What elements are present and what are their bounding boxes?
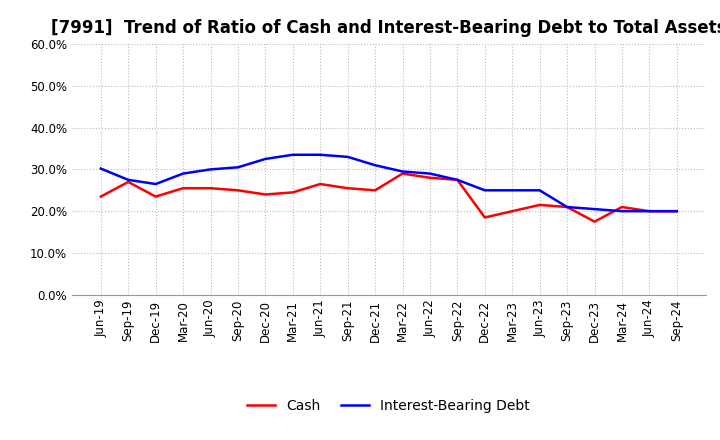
Interest-Bearing Debt [316,152,325,158]
Interest-Bearing Debt [179,171,187,176]
Interest-Bearing Debt [151,181,160,187]
Interest-Bearing Debt [426,171,434,176]
Cash [371,187,379,193]
Interest-Bearing Debt [233,165,242,170]
Cash [536,202,544,208]
Cash [206,186,215,191]
Cash [508,209,516,214]
Cash [179,186,187,191]
Line: Cash: Cash [101,173,677,222]
Interest-Bearing Debt [672,209,681,214]
Interest-Bearing Debt [371,162,379,168]
Line: Interest-Bearing Debt: Interest-Bearing Debt [101,155,677,211]
Cash [289,190,297,195]
Cash [426,175,434,180]
Cash [672,209,681,214]
Cash [124,179,132,184]
Interest-Bearing Debt [480,187,489,193]
Title: [7991]  Trend of Ratio of Cash and Interest-Bearing Debt to Total Assets: [7991] Trend of Ratio of Cash and Intere… [51,19,720,37]
Interest-Bearing Debt [398,169,407,174]
Interest-Bearing Debt [453,177,462,183]
Cash [96,194,105,199]
Interest-Bearing Debt [96,166,105,171]
Cash [563,204,572,210]
Cash [590,219,599,224]
Cash [645,209,654,214]
Interest-Bearing Debt [289,152,297,158]
Interest-Bearing Debt [563,204,572,210]
Cash [343,186,352,191]
Interest-Bearing Debt [343,154,352,159]
Cash [618,204,626,210]
Interest-Bearing Debt [590,206,599,212]
Interest-Bearing Debt [206,167,215,172]
Cash [233,187,242,193]
Cash [398,171,407,176]
Interest-Bearing Debt [618,209,626,214]
Cash [151,194,160,199]
Cash [453,177,462,183]
Interest-Bearing Debt [645,209,654,214]
Interest-Bearing Debt [124,177,132,183]
Cash [316,181,325,187]
Cash [480,215,489,220]
Interest-Bearing Debt [536,187,544,193]
Interest-Bearing Debt [508,187,516,193]
Legend: Cash, Interest-Bearing Debt: Cash, Interest-Bearing Debt [242,393,536,418]
Interest-Bearing Debt [261,156,270,161]
Cash [261,192,270,197]
